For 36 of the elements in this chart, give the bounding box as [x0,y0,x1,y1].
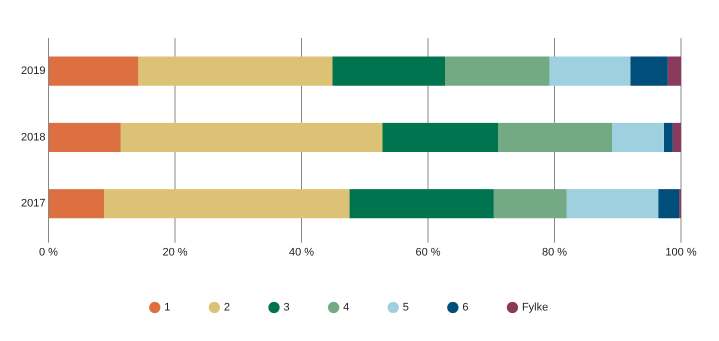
x-tick-label: 0 % [38,246,58,258]
bar [658,189,680,218]
legend-label: 2 [224,302,230,314]
legend-label: 6 [462,302,468,314]
legend-label: 3 [283,302,290,314]
bar [672,122,681,152]
bar [668,56,681,86]
x-tick-label: 60 % [415,246,441,258]
x-tick-label: 40 % [288,246,314,258]
bar [120,122,382,152]
bar [494,189,567,218]
bar [498,122,612,152]
x-tick-label: 20 % [162,246,188,258]
bar [332,56,446,86]
bar [445,56,550,86]
bar [48,56,138,86]
bar [549,56,630,86]
bar [566,189,658,218]
y-tick-label: 2017 [20,198,46,210]
bar [612,122,664,152]
legend-label: 1 [164,302,170,314]
bar [48,189,104,218]
bar [382,122,498,152]
y-tick-label: 2019 [20,65,46,78]
bar [664,122,673,152]
x-tick-label: 80 % [542,246,568,258]
legend-label: 5 [402,302,409,314]
y-tick-label: 2018 [20,131,46,144]
bar [104,189,350,218]
x-tick-label: 100 % [665,246,697,258]
legend-label: 4 [343,302,350,314]
bar [138,56,332,86]
bar [350,189,494,218]
bar [48,122,121,152]
legend-label: Fylke [522,302,548,314]
bar [630,56,668,86]
